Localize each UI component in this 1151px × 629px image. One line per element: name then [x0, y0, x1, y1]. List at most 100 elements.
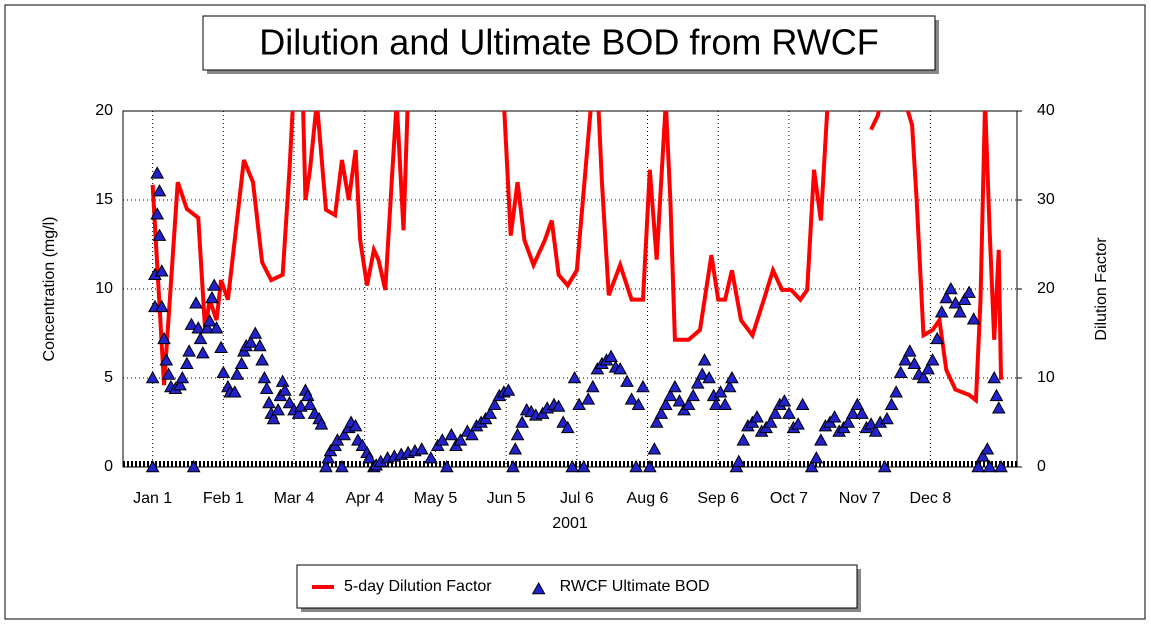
bod-point	[294, 399, 308, 412]
bod-point	[227, 385, 242, 398]
bod-point	[987, 370, 1002, 384]
bod-point	[234, 356, 249, 370]
bod-point	[624, 392, 639, 405]
bod-point	[668, 379, 682, 393]
bod-point	[266, 411, 281, 425]
bod-point	[576, 459, 591, 473]
bod-point	[930, 331, 945, 345]
legend-label: 5-day Dilution Factor	[344, 578, 492, 595]
bod-point	[355, 438, 370, 451]
bod-point	[335, 459, 349, 473]
bod-point	[889, 385, 903, 398]
bod-point	[975, 449, 990, 462]
bod-point	[161, 367, 176, 380]
bod-point	[565, 459, 580, 473]
bod-point	[971, 459, 986, 473]
bod-point	[763, 415, 778, 428]
bod-point	[243, 335, 258, 348]
x-tick-label: Dec 8	[909, 490, 951, 507]
x-tick-label: Mar 4	[274, 490, 315, 507]
bod-point	[216, 365, 231, 378]
bod-point	[180, 356, 194, 370]
bod-point	[697, 353, 712, 366]
bod-point	[209, 321, 224, 334]
x-tick-label: Aug 6	[627, 490, 669, 507]
bod-point	[944, 281, 958, 295]
bod-point	[300, 388, 315, 402]
bod-point	[278, 383, 292, 396]
bod-point	[184, 317, 199, 330]
bod-point	[686, 388, 701, 402]
bod-point	[991, 401, 1006, 414]
title-box	[202, 15, 936, 71]
y-axis-title: Concentration (mg/l)	[41, 217, 58, 362]
bod-point	[275, 374, 290, 387]
bod-point	[560, 420, 575, 434]
bod-point	[152, 228, 167, 241]
bod-point	[348, 419, 363, 432]
bod-point	[303, 397, 317, 410]
bod-point	[501, 383, 516, 396]
bod-point	[152, 184, 167, 197]
bod-point	[877, 459, 892, 473]
bod-point	[182, 344, 196, 357]
bod-point	[791, 417, 805, 430]
bod-point	[321, 451, 336, 464]
bod-point	[893, 365, 908, 378]
bod-point	[314, 417, 329, 430]
x-tick-label: Feb 1	[203, 490, 244, 507]
bod-point	[962, 285, 976, 298]
bod-point	[424, 451, 438, 464]
bod-point	[777, 394, 792, 407]
bod-point	[629, 459, 643, 473]
bod-point	[259, 381, 274, 394]
bod-point	[439, 459, 454, 473]
bod-point	[709, 397, 723, 410]
bod-point	[663, 388, 678, 402]
bod-point	[193, 331, 208, 345]
bod-point	[925, 353, 940, 366]
bod-point	[585, 379, 600, 393]
bod-point	[939, 290, 954, 304]
bod-point	[768, 406, 783, 419]
bod-point	[150, 166, 165, 179]
y-tick-label: 15	[95, 191, 113, 208]
y2-axis-title: Dilution Factor	[1093, 237, 1110, 341]
bod-point	[207, 278, 222, 291]
bod-point	[695, 367, 710, 380]
bod-point	[453, 433, 468, 446]
bod-point	[255, 353, 269, 366]
bod-point	[173, 378, 187, 391]
plot-area	[122, 110, 1018, 468]
x-tick-label: Sep 6	[697, 490, 739, 507]
bod-point	[841, 415, 856, 428]
bod-point	[948, 296, 963, 309]
bod-point	[444, 427, 459, 441]
bod-point	[884, 397, 899, 410]
y-tick-label: 0	[104, 458, 113, 475]
bod-point	[880, 411, 894, 425]
bod-point	[725, 370, 739, 384]
bod-point	[809, 451, 824, 464]
x-tick-label: Jul 6	[560, 490, 594, 507]
y2-tick-label: 40	[1037, 102, 1055, 119]
bod-point	[465, 427, 479, 441]
bod-point	[145, 370, 160, 384]
bod-point	[722, 379, 737, 393]
bod-point	[631, 397, 646, 410]
bod-point	[980, 442, 995, 455]
bod-point	[157, 331, 171, 345]
bod-point	[658, 397, 673, 410]
bod-point	[483, 406, 498, 419]
bod-point	[248, 326, 263, 339]
bod-point	[150, 207, 165, 220]
bod-point	[649, 415, 664, 428]
bod-point	[718, 397, 732, 410]
bod-point	[642, 459, 657, 473]
bod-point	[850, 397, 865, 410]
bod-point	[189, 296, 203, 309]
bod-point	[214, 340, 228, 354]
bod-point	[957, 292, 972, 305]
bod-point	[702, 370, 716, 384]
